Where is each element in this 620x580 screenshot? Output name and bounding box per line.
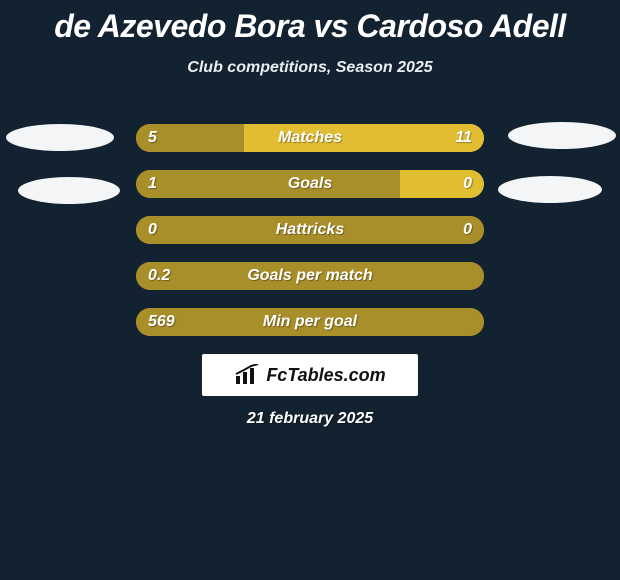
stat-label: Goals — [136, 170, 484, 198]
stat-label: Goals per match — [136, 262, 484, 290]
avatar-left-secondary — [18, 177, 120, 204]
stat-label: Matches — [136, 124, 484, 152]
subtitle: Club competitions, Season 2025 — [0, 59, 620, 77]
avatar-right-secondary — [498, 176, 602, 203]
avatar-right-primary — [508, 122, 616, 149]
stat-label: Hattricks — [136, 216, 484, 244]
date-text: 21 february 2025 — [0, 410, 620, 428]
stat-row: 10Goals — [136, 170, 484, 198]
stat-bars: 511Matches 10Goals 00Hattricks 0.2Goals per… — [136, 124, 484, 354]
stat-row: 511Matches — [136, 124, 484, 152]
watermark: FcTables.com — [202, 354, 418, 396]
watermark-text: FcTables.com — [266, 365, 385, 386]
page-title: de Azevedo Bora vs Cardoso Adell — [0, 0, 620, 45]
avatar-left-primary — [6, 124, 114, 151]
stat-label: Min per goal — [136, 308, 484, 336]
chart-icon — [234, 364, 262, 386]
stat-row: 569Min per goal — [136, 308, 484, 336]
comparison-infographic: de Azevedo Bora vs Cardoso Adell Club co… — [0, 0, 620, 580]
stat-row: 00Hattricks — [136, 216, 484, 244]
stat-row: 0.2Goals per match — [136, 262, 484, 290]
